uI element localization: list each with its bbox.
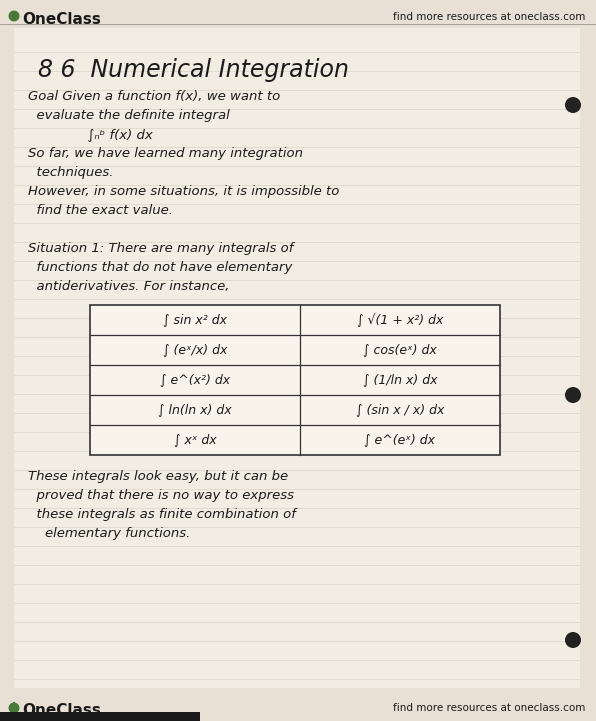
Bar [0, 712, 200, 721]
Text: ∫ √(1 + x²) dx: ∫ √(1 + x²) dx [357, 313, 443, 327]
Text: These integrals look easy, but it can be: These integrals look easy, but it can be [28, 470, 288, 483]
Text: antiderivatives. For instance,: antiderivatives. For instance, [28, 280, 229, 293]
Text: However, in some situations, it is impossible to: However, in some situations, it is impos… [28, 185, 339, 198]
Bar [0, 0, 596, 24]
Text: OneClass: OneClass [22, 12, 101, 27]
Bar [90, 305, 500, 455]
Text: ∫ e^(x²) dx: ∫ e^(x²) dx [160, 373, 230, 386]
Text: these integrals as finite combination of: these integrals as finite combination of [28, 508, 296, 521]
Text: Situation 1: There are many integrals of: Situation 1: There are many integrals of [28, 242, 293, 255]
Text: 8 6  Numerical Integration: 8 6 Numerical Integration [38, 58, 349, 82]
Text: elementary functions.: elementary functions. [28, 527, 190, 540]
Bar [0, 697, 596, 721]
Text: ∫ (1/ln x) dx: ∫ (1/ln x) dx [363, 373, 437, 386]
Text: find more resources at oneclass.com: find more resources at oneclass.com [393, 12, 585, 22]
Text: ∫ (eˣ/x) dx: ∫ (eˣ/x) dx [163, 343, 227, 356]
Text: ∫ e^(eˣ) dx: ∫ e^(eˣ) dx [365, 433, 436, 446]
Circle shape [565, 632, 581, 648]
Text: ∫ (sin x / x) dx: ∫ (sin x / x) dx [356, 404, 444, 417]
Text: ∫ cos(eˣ) dx: ∫ cos(eˣ) dx [363, 343, 437, 356]
Text: evaluate the definite integral: evaluate the definite integral [28, 109, 229, 122]
Text: ∫ₙᵇ f(x) dx: ∫ₙᵇ f(x) dx [28, 128, 153, 141]
Text: Goal Given a function f(x), we want to: Goal Given a function f(x), we want to [28, 90, 280, 103]
Text: find more resources at oneclass.com: find more resources at oneclass.com [393, 703, 585, 713]
Circle shape [8, 11, 20, 22]
Text: ∫ xˣ dx: ∫ xˣ dx [173, 433, 216, 446]
Text: find the exact value.: find the exact value. [28, 204, 173, 217]
Text: ∫ ln(ln x) dx: ∫ ln(ln x) dx [158, 404, 232, 417]
Text: functions that do not have elementary: functions that do not have elementary [28, 261, 293, 274]
Text: So far, we have learned many integration: So far, we have learned many integration [28, 147, 303, 160]
Text: techniques.: techniques. [28, 166, 113, 179]
Text: OneClass: OneClass [22, 703, 101, 718]
Circle shape [8, 702, 20, 714]
Circle shape [565, 387, 581, 403]
Text: proved that there is no way to express: proved that there is no way to express [28, 489, 294, 502]
Circle shape [565, 97, 581, 113]
Text: ∫ sin x² dx: ∫ sin x² dx [163, 314, 227, 327]
